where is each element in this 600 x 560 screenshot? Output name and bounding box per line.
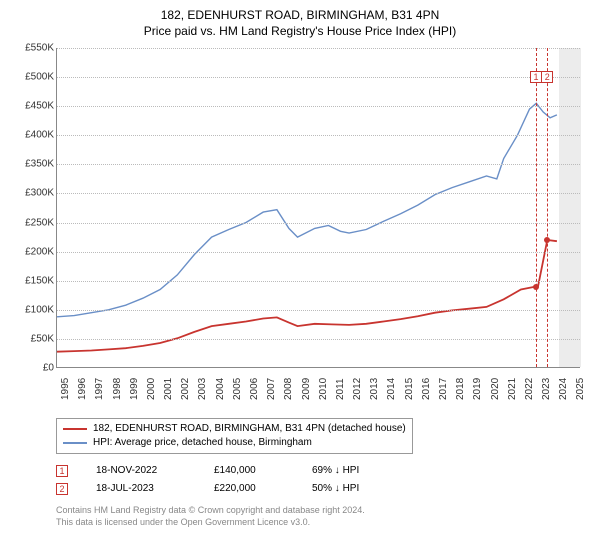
x-tick-label: 2009 bbox=[301, 378, 312, 400]
gridline bbox=[57, 252, 580, 253]
plot-area: 12 bbox=[56, 48, 580, 368]
gridline bbox=[57, 223, 580, 224]
marker-row: 2 18-JUL-2023 £220,000 50% ↓ HPI bbox=[56, 480, 588, 498]
gridline bbox=[57, 164, 580, 165]
x-tick-label: 1997 bbox=[94, 378, 105, 400]
attribution-line: This data is licensed under the Open Gov… bbox=[56, 516, 588, 528]
x-tick-label: 2006 bbox=[249, 378, 260, 400]
marker-dot bbox=[544, 237, 550, 243]
attribution-line: Contains HM Land Registry data © Crown c… bbox=[56, 504, 588, 516]
gridline bbox=[57, 106, 580, 107]
marker-date: 18-JUL-2023 bbox=[96, 480, 186, 498]
legend-item: HPI: Average price, detached house, Birm… bbox=[63, 436, 406, 450]
x-tick-label: 2019 bbox=[472, 378, 483, 400]
x-tick-label: 2015 bbox=[404, 378, 415, 400]
marker-row: 1 18-NOV-2022 £140,000 69% ↓ HPI bbox=[56, 462, 588, 480]
legend-swatch bbox=[63, 442, 87, 444]
x-tick-label: 1996 bbox=[77, 378, 88, 400]
x-tick-label: 2002 bbox=[180, 378, 191, 400]
legend-swatch bbox=[63, 428, 87, 430]
legend-label: 182, EDENHURST ROAD, BIRMINGHAM, B31 4PN… bbox=[93, 422, 406, 436]
y-tick-label: £350K bbox=[12, 159, 54, 170]
chart-lines bbox=[57, 48, 581, 368]
marker-table: 1 18-NOV-2022 £140,000 69% ↓ HPI 2 18-JUL-202… bbox=[56, 462, 588, 498]
gridline bbox=[57, 339, 580, 340]
y-tick-label: £500K bbox=[12, 72, 54, 83]
legend-label: HPI: Average price, detached house, Birm… bbox=[93, 436, 312, 450]
legend: 182, EDENHURST ROAD, BIRMINGHAM, B31 4PN… bbox=[56, 418, 413, 454]
x-tick-label: 2016 bbox=[421, 378, 432, 400]
marker-delta: 50% ↓ HPI bbox=[312, 480, 359, 498]
x-tick-label: 2025 bbox=[575, 378, 586, 400]
y-tick-label: £400K bbox=[12, 130, 54, 141]
attribution: Contains HM Land Registry data © Crown c… bbox=[56, 504, 588, 528]
x-tick-label: 1995 bbox=[60, 378, 71, 400]
x-tick-label: 2021 bbox=[507, 378, 518, 400]
marker-price: £220,000 bbox=[214, 480, 284, 498]
x-tick-label: 2008 bbox=[283, 378, 294, 400]
x-tick-label: 2020 bbox=[490, 378, 501, 400]
y-tick-label: £250K bbox=[12, 217, 54, 228]
x-tick-label: 2013 bbox=[369, 378, 380, 400]
x-tick-label: 2011 bbox=[335, 378, 346, 400]
x-tick-label: 2014 bbox=[386, 378, 397, 400]
x-tick-label: 1999 bbox=[129, 378, 140, 400]
x-tick-label: 2012 bbox=[352, 378, 363, 400]
marker-vline bbox=[536, 48, 537, 367]
x-tick-label: 2023 bbox=[541, 378, 552, 400]
chart: 12 £0 £50K £100K £150K £200K £250K £300K £350K £… bbox=[12, 44, 588, 414]
y-tick-label: £550K bbox=[12, 43, 54, 54]
chart-title: 182, EDENHURST ROAD, BIRMINGHAM, B31 4PN bbox=[12, 8, 588, 22]
y-tick-label: £100K bbox=[12, 304, 54, 315]
series-price_paid bbox=[57, 240, 557, 352]
x-tick-label: 2018 bbox=[455, 378, 466, 400]
marker-dot bbox=[533, 284, 539, 290]
y-tick-label: £0 bbox=[12, 363, 54, 374]
legend-item: 182, EDENHURST ROAD, BIRMINGHAM, B31 4PN… bbox=[63, 422, 406, 436]
y-tick-label: £450K bbox=[12, 101, 54, 112]
gridline bbox=[57, 281, 580, 282]
marker-date: 18-NOV-2022 bbox=[96, 462, 186, 480]
y-tick-label: £300K bbox=[12, 188, 54, 199]
y-tick-label: £150K bbox=[12, 275, 54, 286]
x-tick-label: 2004 bbox=[215, 378, 226, 400]
marker-delta: 69% ↓ HPI bbox=[312, 462, 359, 480]
x-tick-label: 2010 bbox=[318, 378, 329, 400]
x-tick-label: 2007 bbox=[266, 378, 277, 400]
gridline bbox=[57, 135, 580, 136]
x-tick-label: 2003 bbox=[197, 378, 208, 400]
marker-box: 1 bbox=[530, 71, 542, 83]
chart-subtitle: Price paid vs. HM Land Registry's House … bbox=[12, 24, 588, 38]
marker-vline bbox=[547, 48, 548, 367]
marker-box: 2 bbox=[541, 71, 553, 83]
gridline bbox=[57, 48, 580, 49]
marker-index: 1 bbox=[56, 465, 68, 477]
marker-index: 2 bbox=[56, 483, 68, 495]
gridline bbox=[57, 193, 580, 194]
x-tick-label: 2022 bbox=[524, 378, 535, 400]
gridline bbox=[57, 77, 580, 78]
x-tick-label: 2001 bbox=[163, 378, 174, 400]
y-tick-label: £50K bbox=[12, 333, 54, 344]
x-tick-label: 2005 bbox=[232, 378, 243, 400]
x-tick-label: 2024 bbox=[558, 378, 569, 400]
x-tick-label: 2017 bbox=[438, 378, 449, 400]
y-tick-label: £200K bbox=[12, 246, 54, 257]
x-tick-label: 2000 bbox=[146, 378, 157, 400]
x-tick-label: 1998 bbox=[112, 378, 123, 400]
gridline bbox=[57, 310, 580, 311]
marker-price: £140,000 bbox=[214, 462, 284, 480]
